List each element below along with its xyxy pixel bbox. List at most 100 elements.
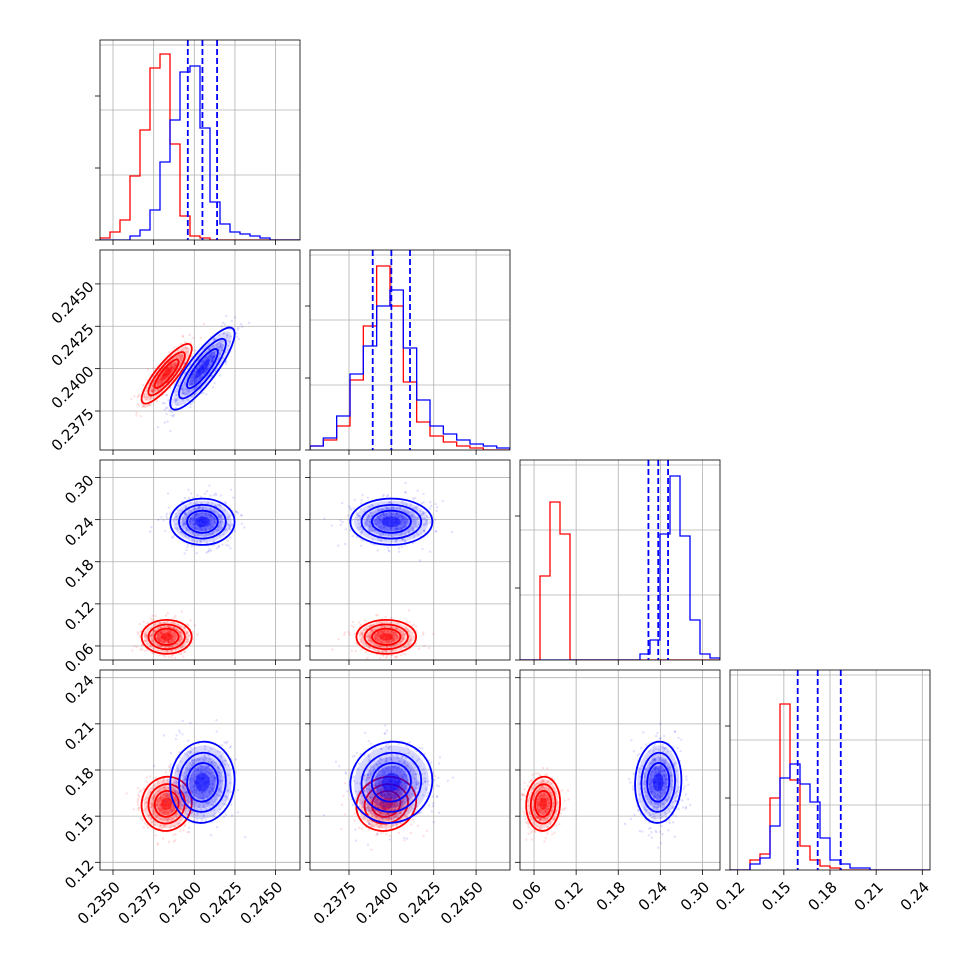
scatter-point [411, 506, 415, 510]
scatter-point [219, 505, 222, 508]
scatter-point [396, 635, 400, 639]
scatter-point [187, 830, 191, 834]
scatter-point [170, 801, 173, 804]
scatter-point [151, 389, 154, 392]
scatter-point [382, 640, 385, 643]
scatter-point [403, 653, 407, 656]
scatter-point [183, 778, 186, 782]
scatter-point [212, 355, 216, 359]
scatter-point [391, 640, 394, 643]
scatter-point [172, 361, 176, 365]
scatter-point [153, 784, 156, 787]
scatter-point [185, 791, 188, 794]
scatter-point [153, 389, 157, 392]
scatter-point [147, 403, 151, 406]
scatter-point [147, 814, 151, 817]
scatter-point [201, 505, 204, 509]
scatter-point [421, 633, 425, 636]
scatter-point [383, 792, 386, 796]
scatter-point [153, 622, 157, 626]
scatter-point [220, 527, 223, 530]
scatter-point [204, 358, 207, 361]
panel-content [322, 724, 455, 851]
scatter-point [195, 502, 198, 505]
scatter-point [219, 515, 222, 518]
scatter-point [424, 519, 428, 523]
scatter-point [155, 803, 159, 806]
scatter-point [376, 798, 380, 801]
scatter-point [224, 763, 227, 766]
scatter-point [353, 632, 357, 635]
scatter-point [217, 529, 221, 532]
scatter-point [378, 522, 381, 525]
scatter-point [207, 750, 211, 754]
scatter-point [395, 634, 399, 637]
scatter-point [373, 643, 376, 646]
scatter-point [403, 644, 406, 648]
scatter-point [204, 511, 207, 515]
contour-1 [363, 623, 409, 651]
scatter-point [368, 637, 371, 640]
scatter-point [217, 788, 221, 791]
scatter-point [156, 637, 159, 640]
scatter-point [174, 636, 177, 639]
scatter-point [360, 499, 363, 502]
scatter-point [183, 392, 186, 395]
scatter-point [367, 795, 371, 799]
scatter-point [185, 347, 188, 350]
scatter-point [369, 638, 372, 642]
y-tick-label: 0.15 [61, 810, 97, 846]
scatter-point [166, 645, 170, 649]
scatter-point [149, 644, 153, 647]
scatter-point [370, 641, 374, 645]
scatter-point [196, 660, 198, 662]
scatter-point [166, 795, 169, 798]
scatter-point [348, 529, 352, 532]
scatter-point [152, 652, 155, 655]
scatter-point [179, 807, 182, 811]
scatter-point [348, 633, 351, 636]
scatter-point [165, 795, 168, 798]
scatter-point [151, 384, 155, 388]
scatter-point [149, 805, 152, 809]
scatter-point [167, 640, 171, 644]
scatter-point [181, 804, 184, 808]
scatter-point [388, 550, 391, 553]
scatter-point [366, 635, 369, 638]
scatter-point [157, 807, 161, 810]
scatter-point [147, 404, 150, 407]
scatter-point [196, 379, 199, 382]
scatter-point [184, 752, 187, 755]
scatter-point [168, 351, 171, 354]
scatter-point [160, 639, 163, 642]
scatter-point [234, 510, 238, 513]
scatter-point [183, 381, 186, 384]
scatter-point [202, 360, 205, 363]
scatter-point [162, 518, 165, 522]
scatter-point [189, 789, 193, 792]
scatter-point [141, 383, 145, 387]
scatter-point [219, 754, 222, 757]
scatter-point [185, 799, 188, 802]
scatter-point [213, 809, 216, 812]
scatter-point [359, 507, 362, 511]
scatter-point [149, 395, 152, 399]
scatter-point [417, 520, 421, 524]
scatter-point [157, 383, 160, 386]
scatter-point [226, 789, 230, 792]
scatter-point [197, 527, 200, 531]
scatter-point [154, 815, 157, 818]
scatter-point [175, 643, 179, 646]
scatter-point [208, 772, 212, 775]
scatter-point [209, 354, 212, 358]
scatter-point [169, 363, 172, 367]
scatter-point [374, 789, 378, 793]
scatter-point [191, 759, 194, 762]
scatter-point [191, 376, 194, 379]
scatter-point [368, 521, 371, 524]
scatter-point [216, 503, 220, 506]
scatter-point [157, 518, 160, 522]
scatter-point [394, 805, 398, 808]
scatter-point [237, 326, 240, 329]
scatter-point [394, 637, 397, 640]
